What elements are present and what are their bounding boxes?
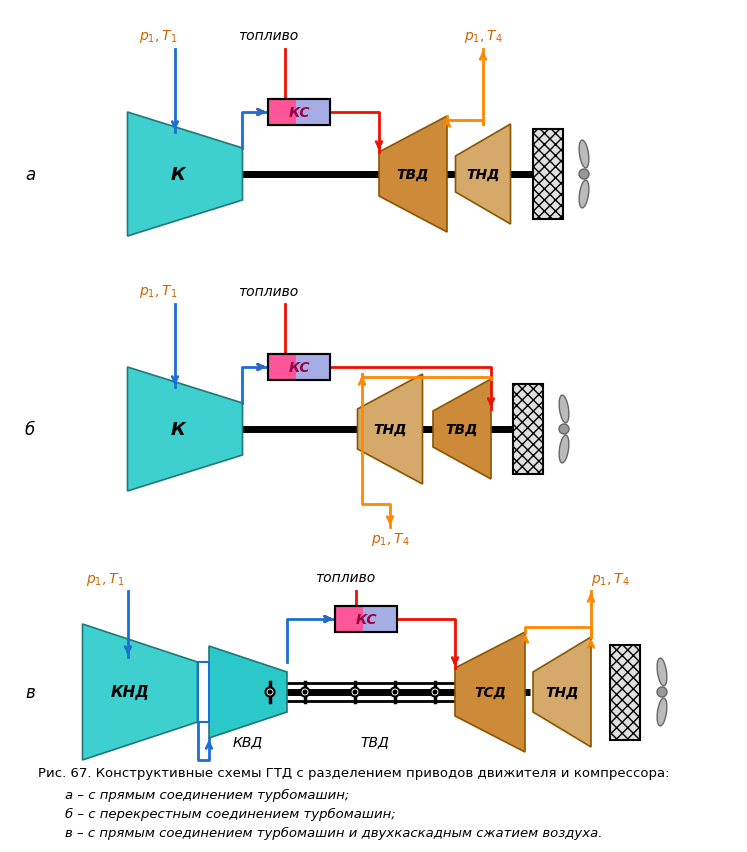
Circle shape xyxy=(300,688,309,697)
Text: К: К xyxy=(170,166,185,184)
Bar xyxy=(268,100,330,126)
Ellipse shape xyxy=(657,699,667,726)
Text: в – с прямым соединением турбомашин и двухкаскадным сжатием воздуха.: в – с прямым соединением турбомашин и дв… xyxy=(65,826,603,838)
Text: в: в xyxy=(25,683,35,701)
Polygon shape xyxy=(128,112,243,237)
Circle shape xyxy=(303,690,307,694)
Polygon shape xyxy=(455,632,525,752)
Bar xyxy=(268,354,330,381)
Ellipse shape xyxy=(579,141,589,169)
Bar xyxy=(513,384,543,475)
Ellipse shape xyxy=(560,435,569,463)
Circle shape xyxy=(657,688,667,697)
Text: Рис. 67. Конструктивные схемы ГТД с разделением приводов движителя и компрессора: Рис. 67. Конструктивные схемы ГТД с разд… xyxy=(38,767,669,780)
Ellipse shape xyxy=(657,659,667,686)
Polygon shape xyxy=(82,625,197,760)
Text: топливо: топливо xyxy=(238,29,298,43)
Circle shape xyxy=(268,690,272,694)
Polygon shape xyxy=(379,117,447,233)
Text: $p_1,T_4$: $p_1,T_4$ xyxy=(464,27,502,44)
Text: $p_1,T_1$: $p_1,T_1$ xyxy=(139,27,177,44)
Bar xyxy=(363,607,397,632)
Text: К: К xyxy=(170,421,185,439)
Circle shape xyxy=(579,170,589,180)
Polygon shape xyxy=(433,379,491,480)
Text: топливо: топливо xyxy=(238,285,298,299)
Text: ТСД: ТСД xyxy=(474,685,506,699)
Text: $p_1,T_4$: $p_1,T_4$ xyxy=(371,531,409,548)
Circle shape xyxy=(391,688,400,697)
Circle shape xyxy=(350,688,359,697)
Circle shape xyxy=(430,688,439,697)
Text: ТВД: ТВД xyxy=(361,734,389,748)
Bar xyxy=(268,100,330,126)
Circle shape xyxy=(353,690,357,694)
Polygon shape xyxy=(358,375,423,485)
Text: а: а xyxy=(25,166,35,184)
Bar xyxy=(610,645,640,740)
Bar xyxy=(296,100,330,126)
Ellipse shape xyxy=(560,395,569,423)
Ellipse shape xyxy=(579,181,589,209)
Text: КС: КС xyxy=(356,613,376,626)
Text: КС: КС xyxy=(288,360,310,375)
Text: ТВД: ТВД xyxy=(397,168,430,181)
Bar xyxy=(268,354,330,381)
Text: ТНД: ТНД xyxy=(466,168,500,181)
Circle shape xyxy=(393,690,397,694)
Text: $p_1,T_1$: $p_1,T_1$ xyxy=(139,283,177,300)
Polygon shape xyxy=(209,646,287,738)
Text: $p_1,T_1$: $p_1,T_1$ xyxy=(86,571,124,588)
Polygon shape xyxy=(456,125,510,225)
Bar xyxy=(533,130,563,220)
Text: КС: КС xyxy=(288,106,310,120)
Text: топливо: топливо xyxy=(315,570,375,584)
Text: ТВД: ТВД xyxy=(446,423,478,436)
Text: а – с прямым соединением турбомашин;: а – с прямым соединением турбомашин; xyxy=(65,787,350,801)
Text: б: б xyxy=(25,421,35,439)
Text: $p_1,T_4$: $p_1,T_4$ xyxy=(591,571,629,588)
Bar xyxy=(335,607,397,632)
Text: ТНД: ТНД xyxy=(374,423,407,436)
Text: б – с перекрестным соединением турбомашин;: б – с перекрестным соединением турбомаши… xyxy=(65,807,396,820)
Polygon shape xyxy=(128,367,243,492)
Circle shape xyxy=(265,688,274,697)
Circle shape xyxy=(433,690,437,694)
Bar xyxy=(198,662,209,722)
Text: ТНД: ТНД xyxy=(545,685,579,699)
Bar xyxy=(335,607,397,632)
Circle shape xyxy=(559,424,569,435)
Text: КНД: КНД xyxy=(111,685,149,699)
Bar xyxy=(296,354,330,381)
Polygon shape xyxy=(533,637,591,747)
Text: КВД: КВД xyxy=(233,734,263,748)
